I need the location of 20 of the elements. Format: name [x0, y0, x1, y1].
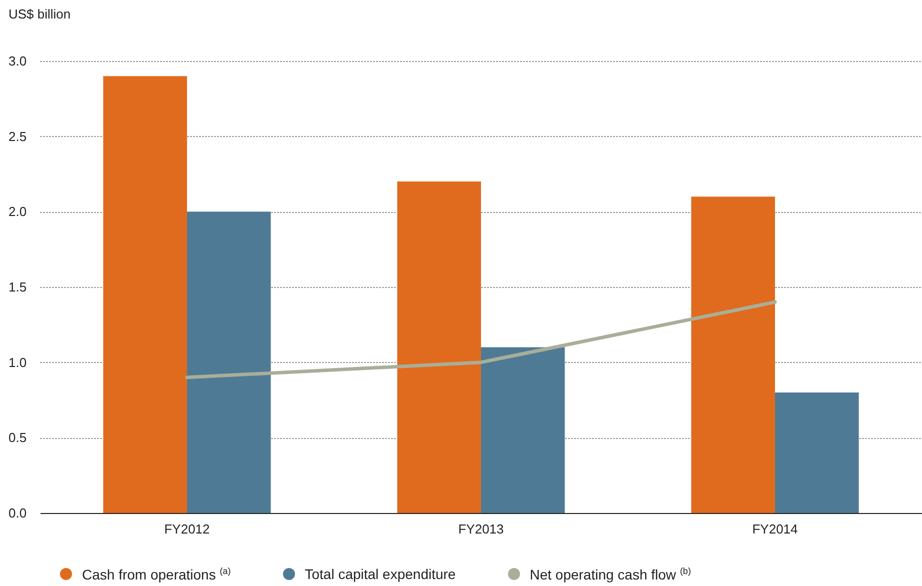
legend-label: Total capital expenditure: [304, 566, 456, 582]
legend-label: Cash from operations $^{(a)}$: [82, 566, 231, 583]
legend-label: Net operating cash flow $^{(b)}$: [530, 566, 691, 583]
y-tick-label: 0.0: [8, 506, 27, 520]
bar: [775, 392, 859, 513]
bar: [691, 196, 775, 513]
y-tick-label: 2.5: [8, 128, 27, 144]
y-tick-label: 1.5: [8, 280, 27, 294]
bar: [481, 347, 565, 513]
x-tick-label: FY2014: [752, 522, 798, 536]
y-tick-label: 3.0: [8, 54, 27, 68]
y-tick-label: 1.0: [8, 354, 27, 370]
y-axis-title: US$ billion: [8, 6, 71, 22]
y-tick-label: 0.5: [8, 430, 27, 446]
bar: [103, 76, 187, 513]
x-tick-label: FY2012: [164, 522, 210, 536]
x-tick-label: FY2013: [458, 522, 504, 536]
y-tick-label: 2.0: [8, 204, 27, 220]
bar: [187, 212, 271, 513]
bar: [397, 182, 481, 513]
